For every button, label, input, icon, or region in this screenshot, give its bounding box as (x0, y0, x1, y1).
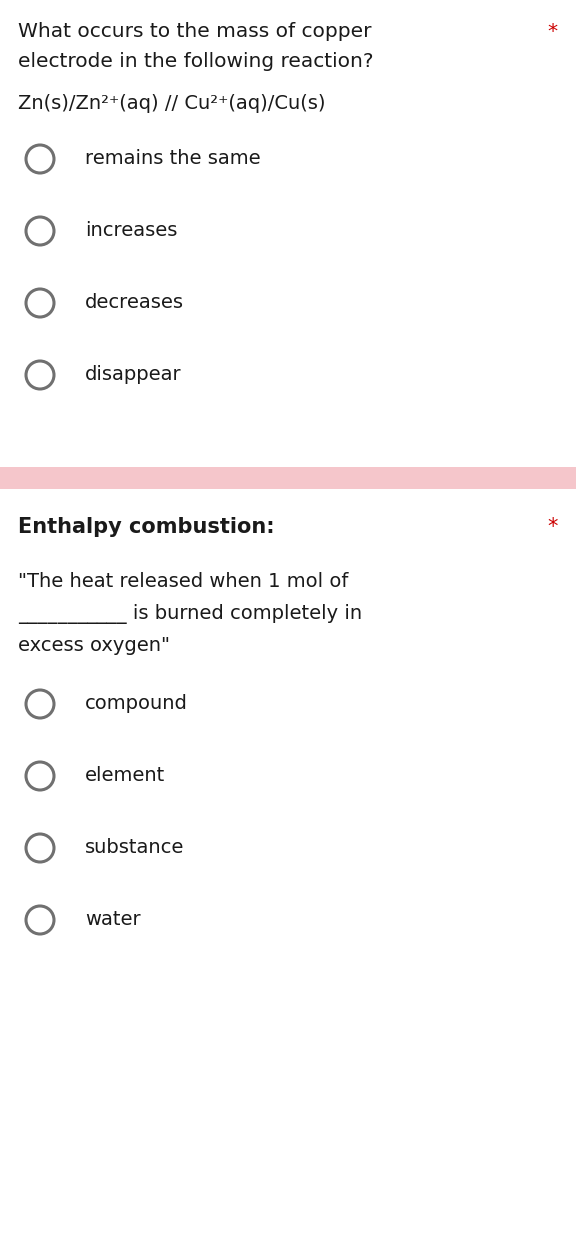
Text: electrode in the following reaction?: electrode in the following reaction? (18, 52, 373, 71)
Text: element: element (85, 766, 165, 785)
Text: Zn(s)/Zn²⁺(aq) // Cu²⁺(aq)/Cu(s): Zn(s)/Zn²⁺(aq) // Cu²⁺(aq)/Cu(s) (18, 95, 325, 113)
Text: What occurs to the mass of copper: What occurs to the mass of copper (18, 22, 372, 41)
Text: substance: substance (85, 838, 184, 857)
Text: disappear: disappear (85, 364, 181, 384)
Text: ___________ is burned completely in: ___________ is burned completely in (18, 605, 362, 624)
Text: remains the same: remains the same (85, 149, 260, 168)
Text: compound: compound (85, 694, 188, 713)
Text: increases: increases (85, 221, 177, 240)
Text: *: * (548, 518, 558, 537)
Text: water: water (85, 911, 141, 929)
Text: *: * (548, 22, 558, 41)
Text: Enthalpy combustion:: Enthalpy combustion: (18, 518, 275, 537)
Text: excess oxygen": excess oxygen" (18, 636, 170, 656)
Text: "The heat released when 1 mol of: "The heat released when 1 mol of (18, 572, 348, 591)
Text: decreases: decreases (85, 294, 184, 312)
Bar (0, 466, 576, 489)
